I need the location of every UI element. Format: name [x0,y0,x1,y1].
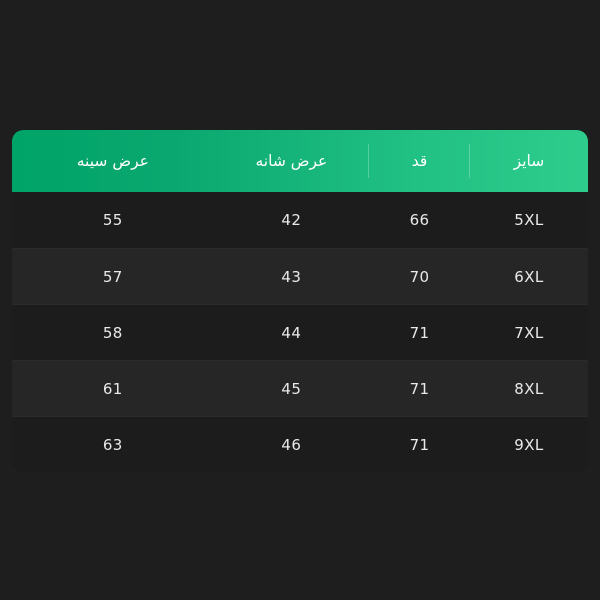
table-header-row: سایز قد عرض شانه عرض سینه [12,130,588,192]
column-header-length: قد [369,130,470,192]
cell-chest-width: 57 [102,267,123,286]
cell-length: 70 [409,267,430,286]
cell-length: 71 [409,323,430,342]
cell-chest-width: 58 [102,323,123,342]
column-header-shoulder-width-label: عرض شانه [255,152,328,170]
cell-chest-width: 55 [102,211,123,229]
column-header-length-label: قد [411,152,428,170]
size-table: سایز قد عرض شانه عرض سینه 5XL 66 42 55 6… [12,130,588,472]
cell-length: 71 [409,379,430,398]
column-header-size: سایز [470,130,588,192]
cell-shoulder-width: 44 [281,323,302,342]
table-row: 8XL 71 45 61 [12,360,588,416]
cell-shoulder-width: 42 [281,211,302,229]
column-header-chest-width-label: عرض سینه [76,152,149,170]
cell-chest-width: 61 [102,379,123,398]
size-chart-container: سایز قد عرض شانه عرض سینه 5XL 66 42 55 6… [12,130,588,472]
cell-size: 5XL [514,211,544,229]
cell-shoulder-width: 45 [281,379,302,398]
column-header-size-label: سایز [513,152,545,170]
cell-size: 6XL [514,267,544,286]
table-body: 5XL 66 42 55 6XL 70 43 57 7XL 71 44 58 8… [12,192,588,472]
column-header-chest-width: عرض سینه [12,130,214,192]
cell-size: 8XL [514,379,544,398]
column-header-shoulder-width: عرض شانه [214,130,370,192]
cell-chest-width: 63 [102,435,123,454]
cell-shoulder-width: 43 [281,267,302,286]
table-row: 7XL 71 44 58 [12,304,588,360]
cell-size: 7XL [514,323,544,342]
table-row: 6XL 70 43 57 [12,248,588,304]
table-row: 9XL 71 46 63 [12,416,588,472]
cell-shoulder-width: 46 [281,435,302,454]
cell-size: 9XL [514,435,544,454]
table-row: 5XL 66 42 55 [12,192,588,248]
cell-length: 71 [409,435,430,454]
cell-length: 66 [409,211,430,229]
